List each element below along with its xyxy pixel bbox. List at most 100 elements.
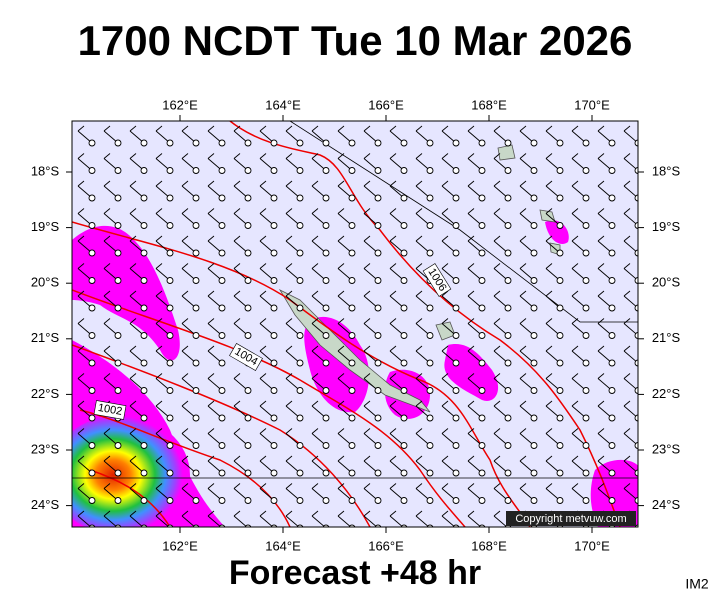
- barb-flag: [623, 235, 631, 242]
- barb-station: [374, 387, 382, 394]
- barb-flag: [285, 208, 293, 214]
- wind-barb: [259, 263, 278, 284]
- wind-barb: [597, 483, 616, 504]
- barb-station: [270, 277, 278, 284]
- barb-station: [400, 139, 408, 147]
- wind-barb: [233, 290, 252, 312]
- barb-flag: [545, 400, 553, 407]
- wind-barb: [233, 263, 252, 284]
- barb-station: [88, 139, 96, 147]
- wind-barb: [623, 455, 638, 477]
- barb-station: [452, 277, 460, 284]
- barb-station: [192, 524, 200, 527]
- barb-flag: [571, 153, 579, 159]
- barb-flag: [363, 290, 371, 297]
- barb-flag: [597, 373, 605, 379]
- barb-flag: [545, 235, 553, 242]
- barb-flag: [467, 180, 475, 187]
- wind-barb: [493, 428, 512, 449]
- barb-flag: [103, 125, 111, 132]
- wind-barb: [129, 125, 148, 147]
- wind-barb: [233, 400, 252, 422]
- barb-flag: [519, 483, 527, 489]
- barb-station: [374, 524, 382, 527]
- barb-flag: [155, 483, 163, 489]
- wind-barb: [103, 373, 122, 394]
- wind-barb: [129, 263, 148, 284]
- barb-station: [452, 332, 460, 339]
- barb-station: [270, 442, 278, 449]
- barb-flag: [181, 428, 189, 434]
- wind-barb: [285, 180, 304, 202]
- lon-label: 168°E: [471, 97, 507, 112]
- wind-barb: [337, 455, 356, 477]
- wind-barb: [129, 290, 148, 312]
- barb-station: [322, 304, 330, 312]
- barb-station: [556, 497, 564, 504]
- barb-flag: [311, 345, 319, 352]
- wind-barb: [493, 208, 512, 229]
- barb-station: [244, 387, 252, 394]
- barb-station: [348, 194, 356, 202]
- barb-station: [504, 167, 512, 174]
- barb-flag: [311, 318, 319, 324]
- barb-flag: [623, 125, 631, 132]
- wind-barb: [571, 235, 590, 257]
- barb-flag: [181, 483, 189, 489]
- barb-station: [634, 442, 638, 449]
- barb-flag: [129, 208, 137, 214]
- barb-flag: [623, 318, 631, 324]
- barb-station: [634, 387, 638, 394]
- barb-station: [244, 497, 252, 504]
- wind-barb: [493, 263, 512, 284]
- barb-station: [452, 304, 460, 312]
- barb-station: [296, 332, 304, 339]
- wind-barb: [545, 208, 564, 229]
- barb-flag: [519, 318, 527, 324]
- barb-flag: [207, 290, 215, 297]
- barb-flag: [363, 373, 371, 379]
- wind-barb: [493, 235, 512, 257]
- lat-label: 23°S: [652, 441, 681, 456]
- barb-flag: [181, 455, 189, 462]
- barb-flag: [103, 428, 111, 434]
- barb-flag: [311, 510, 319, 517]
- wind-barb: [103, 263, 122, 284]
- wind-barb: [545, 373, 564, 394]
- barb-station: [426, 167, 434, 174]
- barb-station: [140, 469, 148, 477]
- barb-flag: [181, 208, 189, 214]
- wind-barb: [571, 318, 590, 339]
- lat-label: 22°S: [652, 386, 681, 401]
- wind-barb: [311, 318, 330, 339]
- barb-flag: [519, 235, 527, 242]
- barb-station: [452, 442, 460, 449]
- barb-station: [296, 387, 304, 394]
- barb-flag: [77, 290, 85, 297]
- wind-barb: [337, 208, 356, 229]
- barb-station: [582, 497, 590, 504]
- barb-station: [140, 139, 148, 147]
- barb-flag: [441, 373, 449, 379]
- barb-station: [322, 167, 330, 174]
- wind-barb: [545, 235, 564, 257]
- wind-barb: [103, 180, 122, 202]
- barb-flag: [103, 455, 111, 462]
- wind-barb: [363, 290, 382, 312]
- wind-barb: [77, 208, 96, 229]
- wind-barb: [519, 208, 538, 229]
- barb-station: [296, 194, 304, 202]
- barb-station: [322, 469, 330, 477]
- wind-barb: [571, 208, 590, 229]
- wind-barb: [389, 373, 408, 394]
- wind-barb: [207, 235, 226, 257]
- barb-station: [244, 414, 252, 422]
- wind-barb: [467, 153, 486, 174]
- barb-flag: [207, 428, 215, 434]
- barb-flag: [363, 483, 371, 489]
- wind-barb: [129, 345, 148, 367]
- wind-barb: [363, 428, 382, 449]
- wind-barb: [181, 400, 200, 422]
- barb-station: [348, 414, 356, 422]
- barb-station: [296, 277, 304, 284]
